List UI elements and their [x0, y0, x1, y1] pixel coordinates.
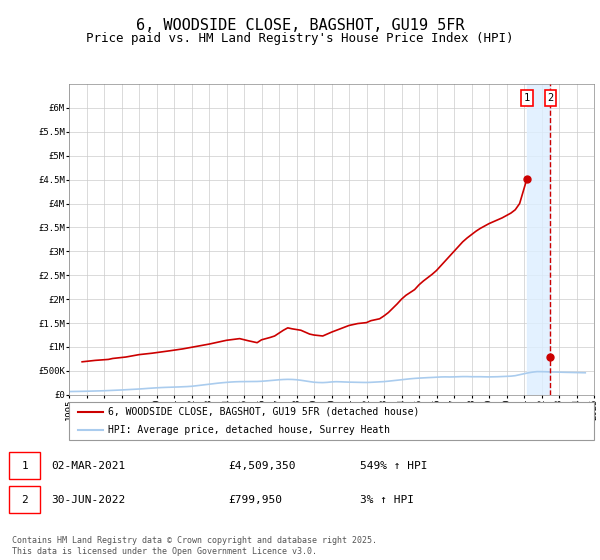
Text: 2: 2 [547, 93, 553, 103]
Text: £799,950: £799,950 [228, 494, 282, 505]
Text: 6, WOODSIDE CLOSE, BAGSHOT, GU19 5FR: 6, WOODSIDE CLOSE, BAGSHOT, GU19 5FR [136, 18, 464, 33]
Text: 02-MAR-2021: 02-MAR-2021 [51, 461, 125, 471]
Text: £4,509,350: £4,509,350 [228, 461, 296, 471]
Text: 1: 1 [524, 93, 530, 103]
Text: 1: 1 [21, 461, 28, 471]
Text: 3% ↑ HPI: 3% ↑ HPI [360, 494, 414, 505]
Text: 30-JUN-2022: 30-JUN-2022 [51, 494, 125, 505]
Text: 549% ↑ HPI: 549% ↑ HPI [360, 461, 427, 471]
Text: HPI: Average price, detached house, Surrey Heath: HPI: Average price, detached house, Surr… [109, 425, 391, 435]
Bar [527, 84, 550, 395]
Text: 6, WOODSIDE CLOSE, BAGSHOT, GU19 5FR (detached house): 6, WOODSIDE CLOSE, BAGSHOT, GU19 5FR (de… [109, 407, 420, 417]
Text: Price paid vs. HM Land Registry's House Price Index (HPI): Price paid vs. HM Land Registry's House … [86, 32, 514, 45]
Text: 2: 2 [21, 494, 28, 505]
Text: Contains HM Land Registry data © Crown copyright and database right 2025.
This d: Contains HM Land Registry data © Crown c… [12, 536, 377, 556]
